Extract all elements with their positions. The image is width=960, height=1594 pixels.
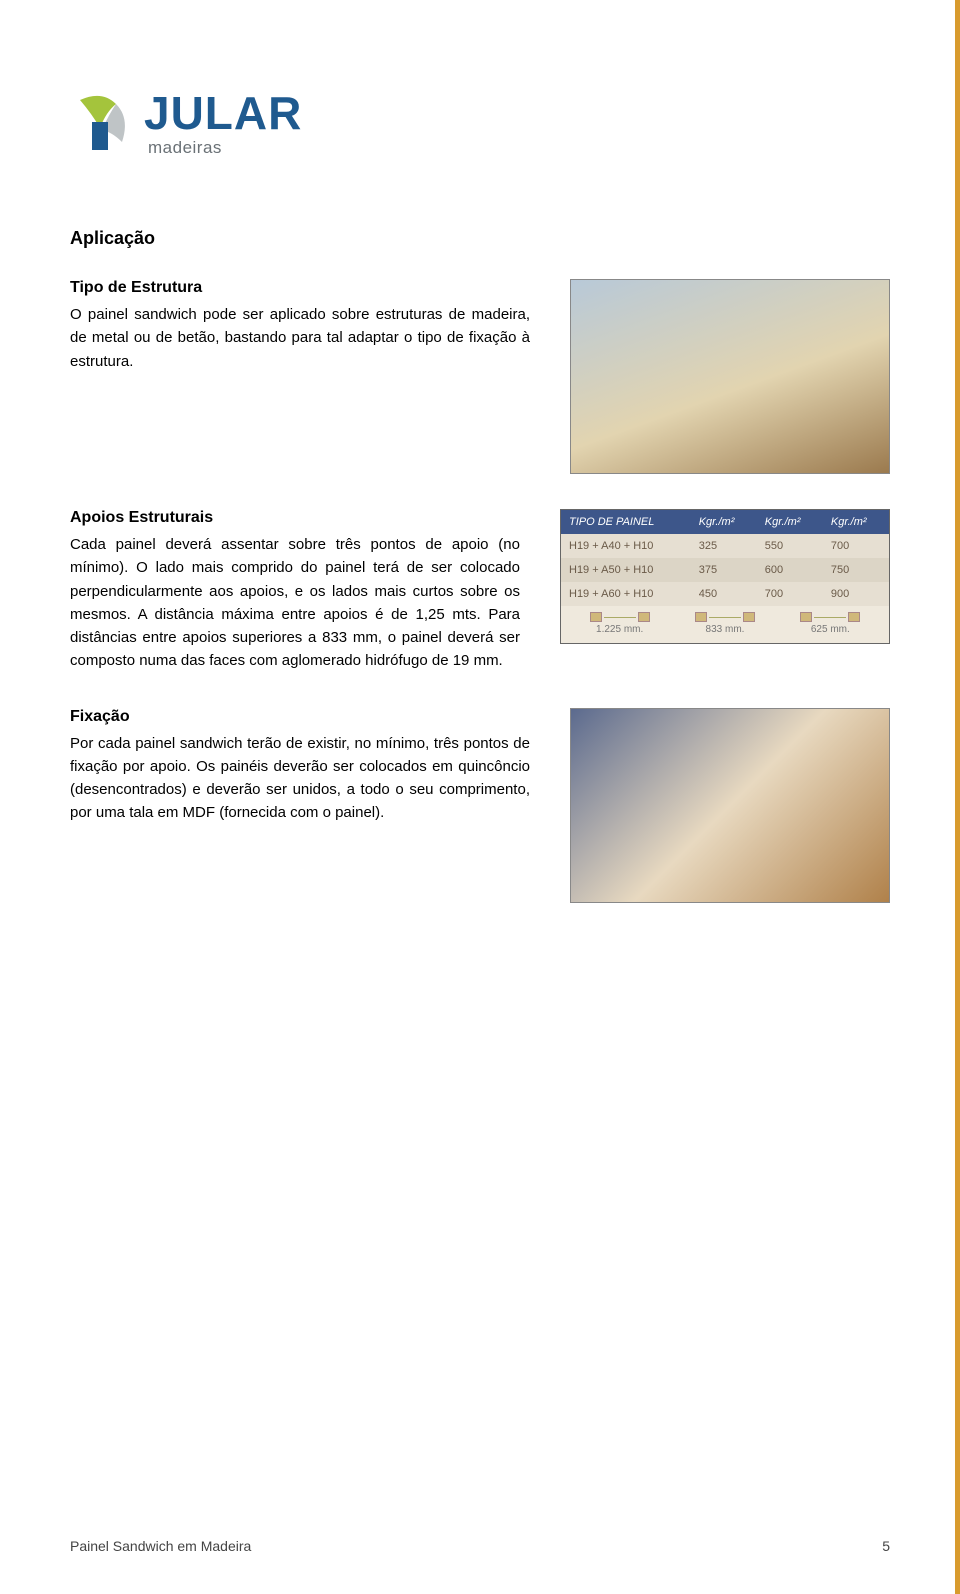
tipo-image <box>570 279 890 474</box>
table-cell: 700 <box>823 534 889 558</box>
logo-brand-text: JULAR <box>144 90 302 136</box>
table-col-header: Kgr./m² <box>823 510 889 534</box>
span-label: 833 mm. <box>695 610 755 635</box>
page-accent-border <box>955 0 960 1594</box>
apoios-body: Cada painel deverá assentar sobre três p… <box>70 533 520 673</box>
apoios-heading: Apoios Estruturais <box>70 509 520 527</box>
table-cell: 550 <box>757 534 823 558</box>
table-body: H19 + A40 + H10325550700H19 + A50 + H103… <box>561 534 889 606</box>
table-row: H19 + A50 + H10375600750 <box>561 558 889 582</box>
table-cell: 450 <box>691 582 757 606</box>
footer-page-number: 5 <box>882 1538 890 1554</box>
table-cell: 900 <box>823 582 889 606</box>
table-cell: 600 <box>757 558 823 582</box>
fixacao-heading: Fixação <box>70 708 530 726</box>
table-cell: 375 <box>691 558 757 582</box>
page-title: Aplicação <box>70 228 890 249</box>
table-cell: 700 <box>757 582 823 606</box>
table-cell: H19 + A40 + H10 <box>561 534 691 558</box>
span-label: 625 mm. <box>800 610 860 635</box>
table-row: H19 + A60 + H10450700900 <box>561 582 889 606</box>
table-col-header: Kgr./m² <box>757 510 823 534</box>
section-tipo-estrutura: Tipo de Estrutura O painel sandwich pode… <box>70 279 890 474</box>
table-cell: H19 + A60 + H10 <box>561 582 691 606</box>
logo-mark <box>70 92 134 156</box>
section-apoios: Apoios Estruturais Cada painel deverá as… <box>70 509 890 673</box>
footer-title: Painel Sandwich em Madeira <box>70 1538 251 1554</box>
table-row: H19 + A40 + H10325550700 <box>561 534 889 558</box>
table-header: TIPO DE PAINELKgr./m²Kgr./m²Kgr./m² <box>561 510 889 534</box>
table-cell: H19 + A50 + H10 <box>561 558 691 582</box>
table-col-header: TIPO DE PAINEL <box>561 510 691 534</box>
fixacao-image <box>570 708 890 903</box>
span-diagram: 1.225 mm. 833 mm. 625 mm. <box>561 606 889 643</box>
page-footer: Painel Sandwich em Madeira 5 <box>70 1538 890 1554</box>
logo-sub-text: madeiras <box>148 138 302 158</box>
load-table: TIPO DE PAINELKgr./m²Kgr./m²Kgr./m² H19 … <box>560 509 890 644</box>
span-label: 1.225 mm. <box>590 610 650 635</box>
table-col-header: Kgr./m² <box>691 510 757 534</box>
logo: JULAR madeiras <box>70 90 890 158</box>
table-cell: 325 <box>691 534 757 558</box>
fixacao-body: Por cada painel sandwich terão de existi… <box>70 732 530 825</box>
tipo-heading: Tipo de Estrutura <box>70 279 530 297</box>
table-cell: 750 <box>823 558 889 582</box>
tipo-body: O painel sandwich pode ser aplicado sobr… <box>70 303 530 373</box>
section-fixacao: Fixação Por cada painel sandwich terão d… <box>70 708 890 903</box>
